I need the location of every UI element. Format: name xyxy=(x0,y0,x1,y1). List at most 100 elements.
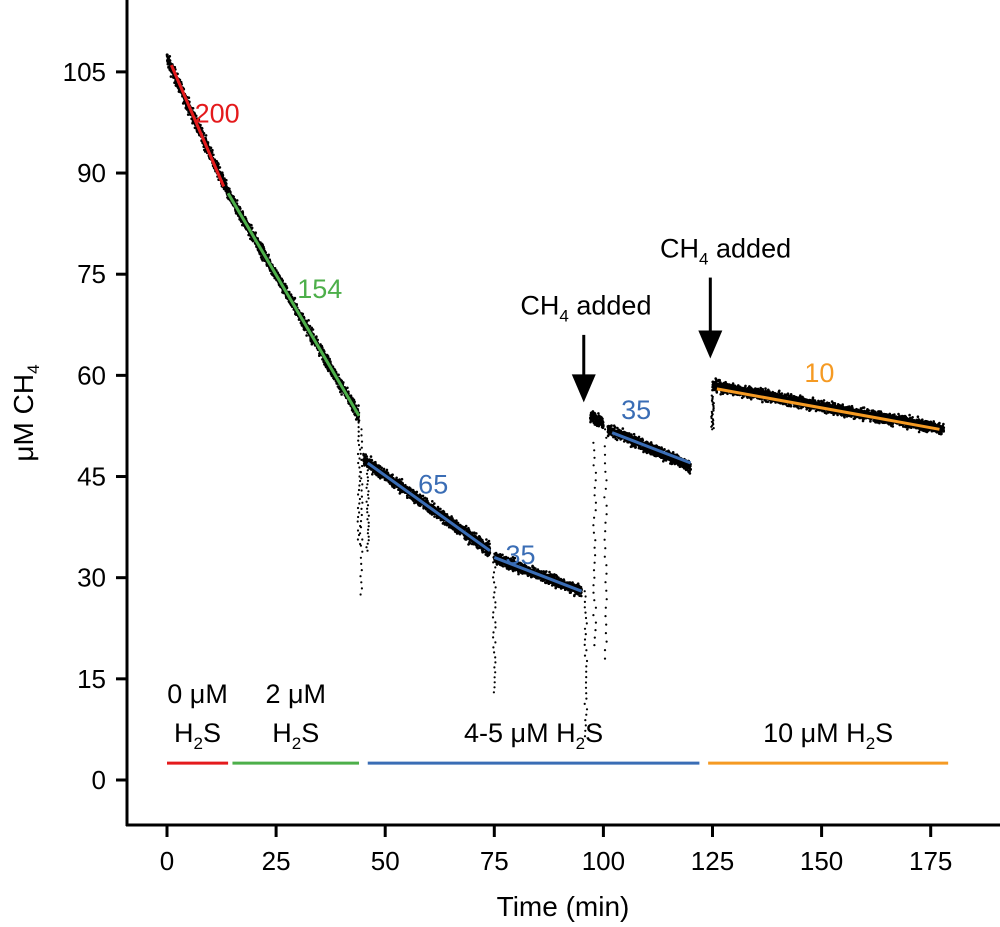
data-point xyxy=(380,466,384,470)
data-point xyxy=(433,515,436,518)
data-point xyxy=(209,146,213,150)
data-point xyxy=(200,127,204,130)
data-point xyxy=(284,282,287,286)
data-point xyxy=(331,365,335,369)
data-point xyxy=(303,328,307,332)
data-point xyxy=(347,390,350,394)
data-point xyxy=(455,519,458,522)
data-points xyxy=(165,53,946,738)
data-point xyxy=(256,237,260,240)
data-point xyxy=(357,419,361,422)
data-point xyxy=(273,267,277,270)
data-point xyxy=(501,565,505,568)
data-point xyxy=(632,432,636,436)
data-point xyxy=(289,293,293,297)
data-point xyxy=(168,55,172,58)
data-point xyxy=(250,226,254,230)
data-point xyxy=(211,148,214,152)
data-point xyxy=(395,476,398,480)
data-point xyxy=(232,195,235,199)
data-point xyxy=(225,182,228,185)
data-point xyxy=(340,379,344,383)
data-point xyxy=(235,199,239,202)
data-point xyxy=(421,494,425,498)
data-point xyxy=(610,424,613,427)
data-point xyxy=(450,515,453,518)
data-point xyxy=(229,190,232,194)
data-point xyxy=(517,572,520,576)
data-point xyxy=(634,445,637,449)
data-point xyxy=(385,468,389,472)
data-point xyxy=(197,118,201,121)
data-point xyxy=(494,551,498,555)
data-point xyxy=(374,460,377,464)
data-point xyxy=(301,312,305,316)
data-point xyxy=(354,404,358,408)
data-point xyxy=(169,75,173,78)
data-point xyxy=(187,96,191,99)
data-point xyxy=(569,591,573,594)
data-point xyxy=(305,334,308,337)
data-point xyxy=(431,500,434,503)
data-point xyxy=(357,404,360,407)
data-point xyxy=(391,473,394,477)
data-point xyxy=(212,153,215,157)
data-point xyxy=(215,160,219,163)
data-point xyxy=(601,421,605,424)
data-point xyxy=(210,151,214,154)
data-point xyxy=(293,296,297,300)
data-point xyxy=(201,130,204,133)
data-point xyxy=(204,134,208,137)
data-point xyxy=(488,551,492,554)
data-point xyxy=(425,497,429,501)
data-point xyxy=(191,107,195,110)
data-point xyxy=(239,207,242,210)
data-point xyxy=(262,247,266,251)
data-point xyxy=(206,141,210,144)
data-point xyxy=(217,163,220,166)
data-point xyxy=(488,542,491,546)
data-point xyxy=(285,286,289,290)
data-point xyxy=(415,490,419,494)
data-point xyxy=(464,524,468,528)
data-point xyxy=(244,217,248,221)
data-point xyxy=(323,350,326,353)
data-point xyxy=(318,354,321,358)
data-point xyxy=(453,528,457,531)
data-point xyxy=(199,123,202,127)
data-point xyxy=(371,473,374,476)
data-point xyxy=(548,570,551,574)
data-point xyxy=(228,187,231,191)
data-point xyxy=(225,178,228,182)
data-point xyxy=(468,542,472,545)
data-point xyxy=(637,435,641,439)
data-point xyxy=(166,53,169,57)
data-point xyxy=(419,494,423,498)
data-point xyxy=(302,316,306,320)
data-point xyxy=(288,290,291,294)
data-point xyxy=(315,335,318,338)
data-point xyxy=(321,346,324,349)
data-point xyxy=(641,438,645,442)
data-point xyxy=(346,386,349,390)
data-point xyxy=(254,231,257,234)
data-point xyxy=(223,177,226,180)
data-point xyxy=(481,550,485,554)
data-point xyxy=(400,477,404,481)
data-point xyxy=(545,570,548,573)
data-point xyxy=(501,553,504,557)
data-point xyxy=(202,145,205,148)
data-point xyxy=(218,166,222,169)
data-point xyxy=(337,373,340,377)
data-point xyxy=(261,259,264,262)
data-point xyxy=(475,532,478,535)
data-point xyxy=(369,455,373,458)
data-point xyxy=(194,114,198,118)
data-point xyxy=(454,530,458,533)
data-point xyxy=(308,324,312,328)
data-point xyxy=(437,507,440,511)
data-point xyxy=(597,412,600,415)
data-point xyxy=(221,173,225,177)
data-point xyxy=(307,319,310,322)
data-point xyxy=(202,132,206,135)
